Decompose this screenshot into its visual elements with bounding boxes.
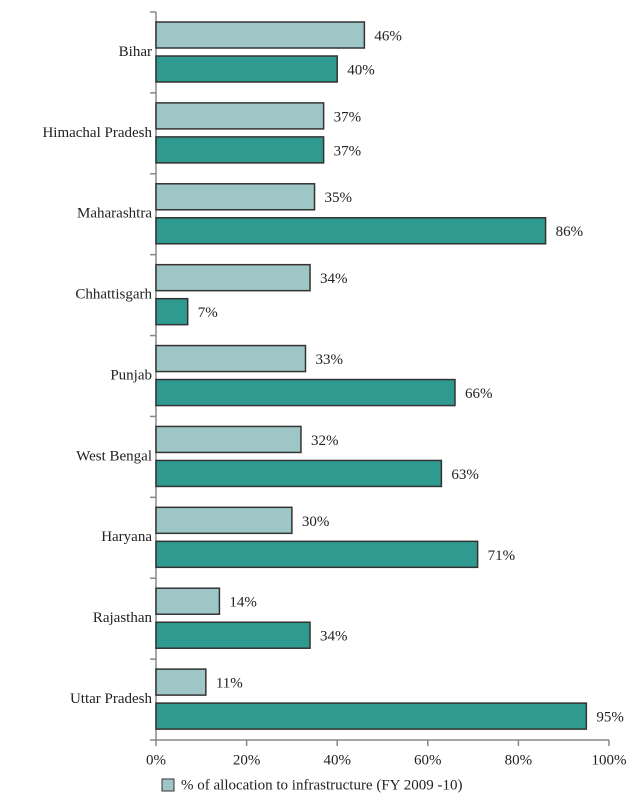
category-label: Uttar Pradesh: [70, 691, 153, 707]
x-tick-label: 80%: [505, 752, 533, 768]
bar: [155, 459, 443, 488]
value-label: 37%: [334, 143, 362, 159]
value-label: 35%: [325, 190, 353, 206]
bar: [155, 21, 366, 49]
value-label: 11%: [216, 676, 243, 692]
category-label: Himachal Pradesh: [42, 125, 152, 141]
bar: [155, 183, 316, 211]
category-label: Chhattisgarh: [75, 287, 152, 303]
bar: [155, 378, 456, 407]
x-tick-label: 20%: [233, 752, 261, 768]
legend-swatch: [161, 778, 175, 792]
x-tick-label: 60%: [414, 752, 442, 768]
bar: [155, 587, 221, 615]
x-tick-label: 100%: [592, 752, 627, 768]
category-label: Punjab: [110, 367, 152, 383]
bar: [155, 55, 338, 83]
category-label: Maharashtra: [77, 206, 152, 222]
value-label: 46%: [374, 28, 402, 44]
value-label: 34%: [320, 271, 348, 287]
legend-label: % of allocation to infrastructure (FY 20…: [181, 777, 462, 793]
bar: [155, 344, 307, 373]
bar: [155, 668, 207, 696]
x-tick-label: 0%: [146, 752, 166, 768]
value-label: 32%: [311, 433, 339, 449]
value-label: 63%: [451, 467, 479, 483]
value-label: 30%: [302, 514, 330, 530]
x-tick-label: 40%: [323, 752, 351, 768]
value-label: 66%: [465, 386, 493, 402]
value-label: 33%: [315, 352, 343, 368]
bar: [155, 621, 311, 649]
bar: [155, 217, 547, 245]
value-label: 40%: [347, 62, 375, 78]
bar: [155, 136, 325, 164]
bar: [155, 425, 302, 454]
bar: [155, 702, 588, 730]
bar: [155, 506, 293, 535]
category-label: West Bengal: [76, 448, 152, 464]
category-label: Bihar: [119, 44, 152, 60]
value-label: 95%: [596, 710, 624, 726]
value-label: 34%: [320, 629, 348, 645]
category-label: Haryana: [101, 529, 152, 545]
value-label: 86%: [556, 224, 584, 240]
category-label: Rajasthan: [93, 610, 153, 626]
value-label: 14%: [229, 595, 256, 611]
bar: [155, 297, 189, 326]
bar: [155, 540, 479, 569]
value-label: 37%: [334, 109, 362, 125]
value-label: 7%: [198, 305, 218, 321]
bar: [155, 102, 325, 130]
bar: [155, 263, 311, 292]
value-label: 71%: [488, 548, 516, 564]
